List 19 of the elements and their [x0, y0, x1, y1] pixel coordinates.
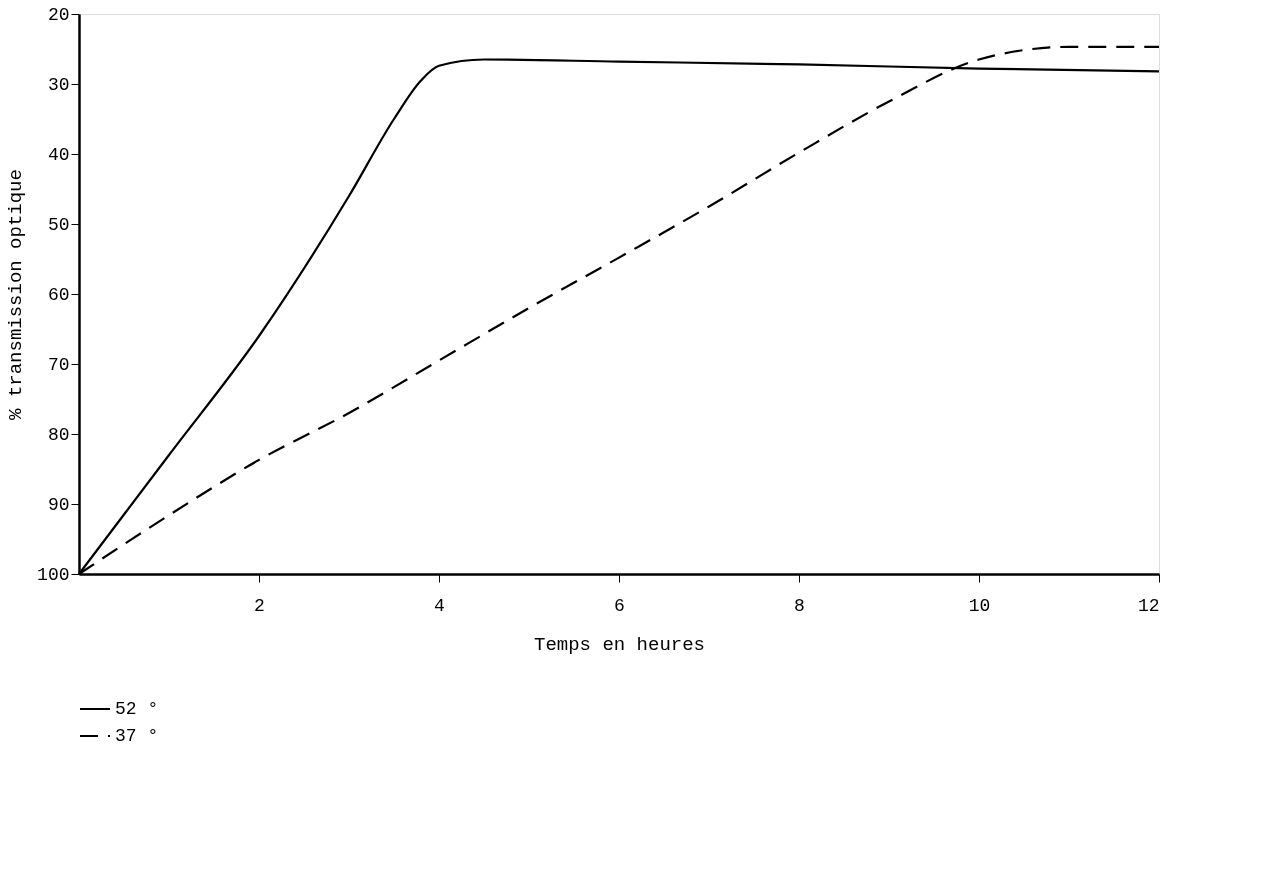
y-tick-label: 60	[47, 284, 70, 305]
y-tick-label: 50	[47, 214, 70, 235]
y-tick-label: 40	[47, 144, 70, 165]
x-tick-label: 8	[794, 595, 805, 616]
y-tick-label: 100	[37, 564, 70, 585]
y-tick-label: 80	[47, 424, 70, 445]
x-tick-label: 4	[434, 595, 445, 616]
x-tick-label: 2	[254, 595, 265, 616]
legend-label: 52 °	[115, 699, 159, 719]
y-tick-label: 70	[47, 354, 70, 375]
y-tick-label: 90	[47, 494, 70, 515]
x-axis-title: Temps en heures	[533, 633, 706, 656]
x-tick-label: 6	[614, 595, 625, 616]
x-tick-label: 10	[968, 595, 991, 616]
y-tick-label: 30	[47, 74, 70, 95]
x-tick-label: 12	[1137, 595, 1160, 616]
y-tick-label: 20	[47, 4, 70, 25]
legend-label: 37 °	[115, 726, 159, 746]
y-axis-title: % transmission optique	[5, 169, 28, 420]
